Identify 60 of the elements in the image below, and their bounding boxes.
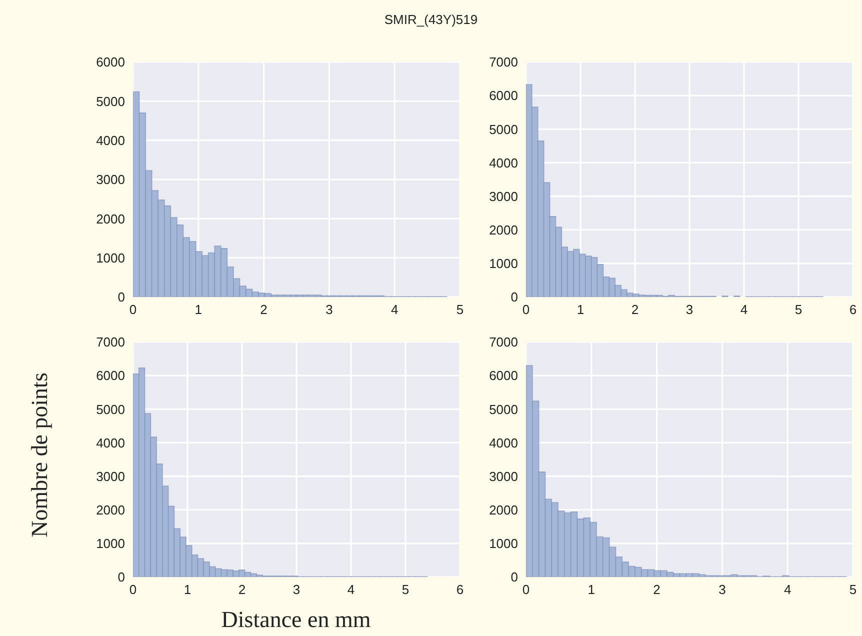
- y-tick-label: 4000: [96, 435, 125, 450]
- x-tick-label: 0: [522, 302, 530, 318]
- y-tick-label: 0: [118, 570, 125, 585]
- x-tick-label: 5: [456, 302, 464, 318]
- x-tick-label: 2: [238, 582, 246, 598]
- x-tick-label: 2: [631, 302, 639, 318]
- y-tick-label: 2000: [96, 211, 125, 226]
- x-tick-label: 3: [326, 302, 333, 318]
- x-tick-label: 0: [129, 582, 137, 598]
- x-tick-label: 2: [653, 582, 660, 598]
- y-tick-label: 6000: [489, 368, 518, 384]
- x-tick-label: 4: [784, 582, 792, 598]
- y-tick-label: 3000: [489, 468, 518, 484]
- y-tick-label: 6000: [96, 54, 125, 70]
- x-tick-label: 4: [390, 302, 398, 318]
- y-axis-title: Nombre de points: [27, 372, 53, 538]
- x-tick-label: 3: [718, 582, 726, 598]
- x-tick-label: 5: [402, 582, 410, 598]
- x-tick-label: 3: [686, 302, 694, 318]
- y-tick-label: 4000: [489, 435, 518, 450]
- chart-title: SMIR_(43Y)519: [383, 12, 479, 27]
- y-tick-label: 2000: [489, 222, 518, 238]
- x-tick-label: 1: [588, 582, 596, 598]
- x-tick-label: 0: [522, 582, 530, 598]
- x-tick-label: 6: [456, 582, 464, 598]
- x-tick-label: 4: [740, 302, 748, 318]
- y-tick-label: 7000: [489, 334, 518, 350]
- x-tick-label: 1: [194, 302, 202, 318]
- x-tick-label: 5: [849, 582, 857, 598]
- x-axis-title: Distance en mm: [221, 607, 371, 633]
- x-tick-label: 1: [184, 582, 192, 598]
- x-tick-label: 5: [794, 302, 802, 318]
- y-tick-label: 7000: [96, 334, 125, 350]
- x-tick-label: 0: [129, 302, 137, 318]
- x-tick-label: 2: [260, 302, 268, 318]
- y-tick-label: 1000: [489, 536, 518, 552]
- y-tick-label: 2000: [489, 502, 518, 518]
- x-tick-label: 6: [849, 302, 857, 318]
- y-tick-label: 1000: [96, 536, 125, 552]
- y-tick-label: 6000: [489, 88, 518, 104]
- y-tick-label: 3000: [489, 188, 518, 204]
- y-tick-label: 3000: [96, 468, 125, 484]
- y-tick-label: 3000: [96, 172, 125, 188]
- y-tick-label: 0: [510, 570, 518, 585]
- y-tick-label: 5000: [96, 402, 125, 417]
- x-tick-label: 1: [576, 302, 584, 318]
- y-tick-label: 4000: [489, 155, 518, 170]
- y-tick-label: 1000: [489, 256, 518, 272]
- y-tick-label: 5000: [489, 402, 518, 417]
- x-tick-label: 4: [347, 582, 355, 598]
- y-tick-label: 5000: [489, 122, 518, 137]
- y-tick-label: 7000: [489, 54, 518, 70]
- y-tick-label: 2000: [96, 502, 125, 518]
- y-tick-label: 0: [118, 290, 125, 305]
- y-tick-label: 5000: [96, 94, 125, 109]
- y-tick-label: 4000: [96, 132, 125, 148]
- x-tick-label: 3: [292, 582, 300, 598]
- y-tick-label: 6000: [96, 368, 125, 384]
- y-tick-label: 0: [510, 290, 518, 305]
- y-tick-label: 1000: [96, 250, 125, 266]
